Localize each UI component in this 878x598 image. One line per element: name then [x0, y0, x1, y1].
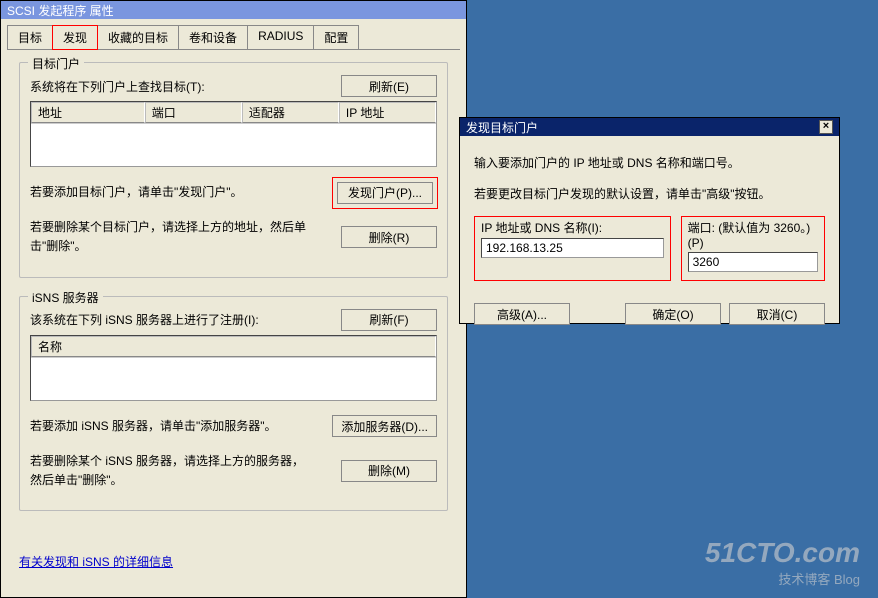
discover-panel: 目标门户 系统将在下列门户上查找目标(T): 刷新(E) 地址 端口 适配器 I…: [1, 50, 466, 582]
discover-highlight: 发现门户(P)...: [333, 178, 437, 208]
portals-list-header: 地址 端口 适配器 IP 地址: [31, 102, 436, 124]
tabstrip: 目标 发现 收藏的目标 卷和设备 RADIUS 配置: [7, 25, 460, 50]
delete-isns-note: 若要删除某个 iSNS 服务器，请选择上方的服务器，然后单击"删除"。: [30, 452, 310, 490]
discover-portal-button[interactable]: 发现门户(P)...: [337, 182, 433, 204]
add-isns-note: 若要添加 iSNS 服务器，请单击"添加服务器"。: [30, 417, 277, 436]
dialog-titlebar[interactable]: 发现目标门户 ×: [460, 118, 839, 136]
isns-group: iSNS 服务器 该系统在下列 iSNS 服务器上进行了注册(I): 刷新(F)…: [19, 296, 448, 512]
main-titlebar[interactable]: SCSI 发起程序 属性: [1, 1, 466, 19]
target-portals-group: 目标门户 系统将在下列门户上查找目标(T): 刷新(E) 地址 端口 适配器 I…: [19, 62, 448, 278]
col-adapter[interactable]: 适配器: [242, 102, 339, 123]
properties-window: SCSI 发起程序 属性 目标 发现 收藏的目标 卷和设备 RADIUS 配置 …: [0, 0, 467, 598]
watermark-logo: 51CTO.com: [705, 537, 860, 569]
tab-volumes[interactable]: 卷和设备: [178, 25, 248, 49]
more-info-link[interactable]: 有关发现和 iSNS 的详细信息: [19, 553, 173, 570]
port-input[interactable]: [688, 252, 818, 272]
target-portals-title: 目标门户: [28, 55, 84, 72]
ip-field-group: IP 地址或 DNS 名称(I):: [474, 216, 671, 281]
refresh-isns-button[interactable]: 刷新(F): [341, 309, 437, 331]
col-address[interactable]: 地址: [31, 102, 145, 123]
port-field-group: 端口: (默认值为 3260。)(P): [681, 216, 825, 281]
portals-list[interactable]: 地址 端口 适配器 IP 地址: [30, 101, 437, 167]
col-port[interactable]: 端口: [145, 102, 242, 123]
watermark-sub: 技术博客 Blog: [705, 569, 860, 588]
isns-list-header: 名称: [31, 336, 436, 358]
tab-target[interactable]: 目标: [7, 25, 53, 49]
dialog-title: 发现目标门户: [466, 119, 538, 136]
col-ip[interactable]: IP 地址: [339, 102, 436, 123]
isns-list[interactable]: 名称: [30, 335, 437, 401]
discover-note: 若要添加目标门户，请单击"发现门户"。: [30, 183, 243, 202]
refresh-portals-button[interactable]: 刷新(E): [341, 75, 437, 97]
tab-favorites[interactable]: 收藏的目标: [97, 25, 179, 49]
dialog-text-2: 若要更改目标门户发现的默认设置，请单击"高级"按钮。: [474, 185, 825, 202]
tab-discover[interactable]: 发现: [52, 25, 98, 50]
isns-title: iSNS 服务器: [28, 289, 103, 306]
delete-portal-note: 若要删除某个目标门户，请选择上方的地址，然后单击"删除"。: [30, 218, 310, 256]
dialog-text-1: 输入要添加门户的 IP 地址或 DNS 名称和端口号。: [474, 154, 825, 171]
close-icon[interactable]: ×: [819, 120, 833, 134]
cancel-button[interactable]: 取消(C): [729, 303, 825, 325]
isns-subtitle: 该系统在下列 iSNS 服务器上进行了注册(I):: [30, 311, 259, 328]
main-title: SCSI 发起程序 属性: [7, 2, 114, 19]
target-portals-subtitle: 系统将在下列门户上查找目标(T):: [30, 78, 205, 95]
delete-isns-button[interactable]: 删除(M): [341, 460, 437, 482]
tab-radius[interactable]: RADIUS: [247, 25, 314, 49]
add-isns-button[interactable]: 添加服务器(D)...: [332, 415, 437, 437]
ip-input[interactable]: [481, 238, 664, 258]
watermark: 51CTO.com 技术博客 Blog: [705, 537, 860, 588]
discover-portal-dialog: 发现目标门户 × 输入要添加门户的 IP 地址或 DNS 名称和端口号。 若要更…: [459, 117, 840, 324]
col-name[interactable]: 名称: [31, 336, 436, 357]
port-label: 端口: (默认值为 3260。)(P): [688, 219, 818, 250]
advanced-button[interactable]: 高级(A)...: [474, 303, 570, 325]
delete-portal-button[interactable]: 删除(R): [341, 226, 437, 248]
tab-config[interactable]: 配置: [313, 25, 359, 49]
ok-button[interactable]: 确定(O): [625, 303, 721, 325]
ip-label: IP 地址或 DNS 名称(I):: [481, 219, 664, 236]
